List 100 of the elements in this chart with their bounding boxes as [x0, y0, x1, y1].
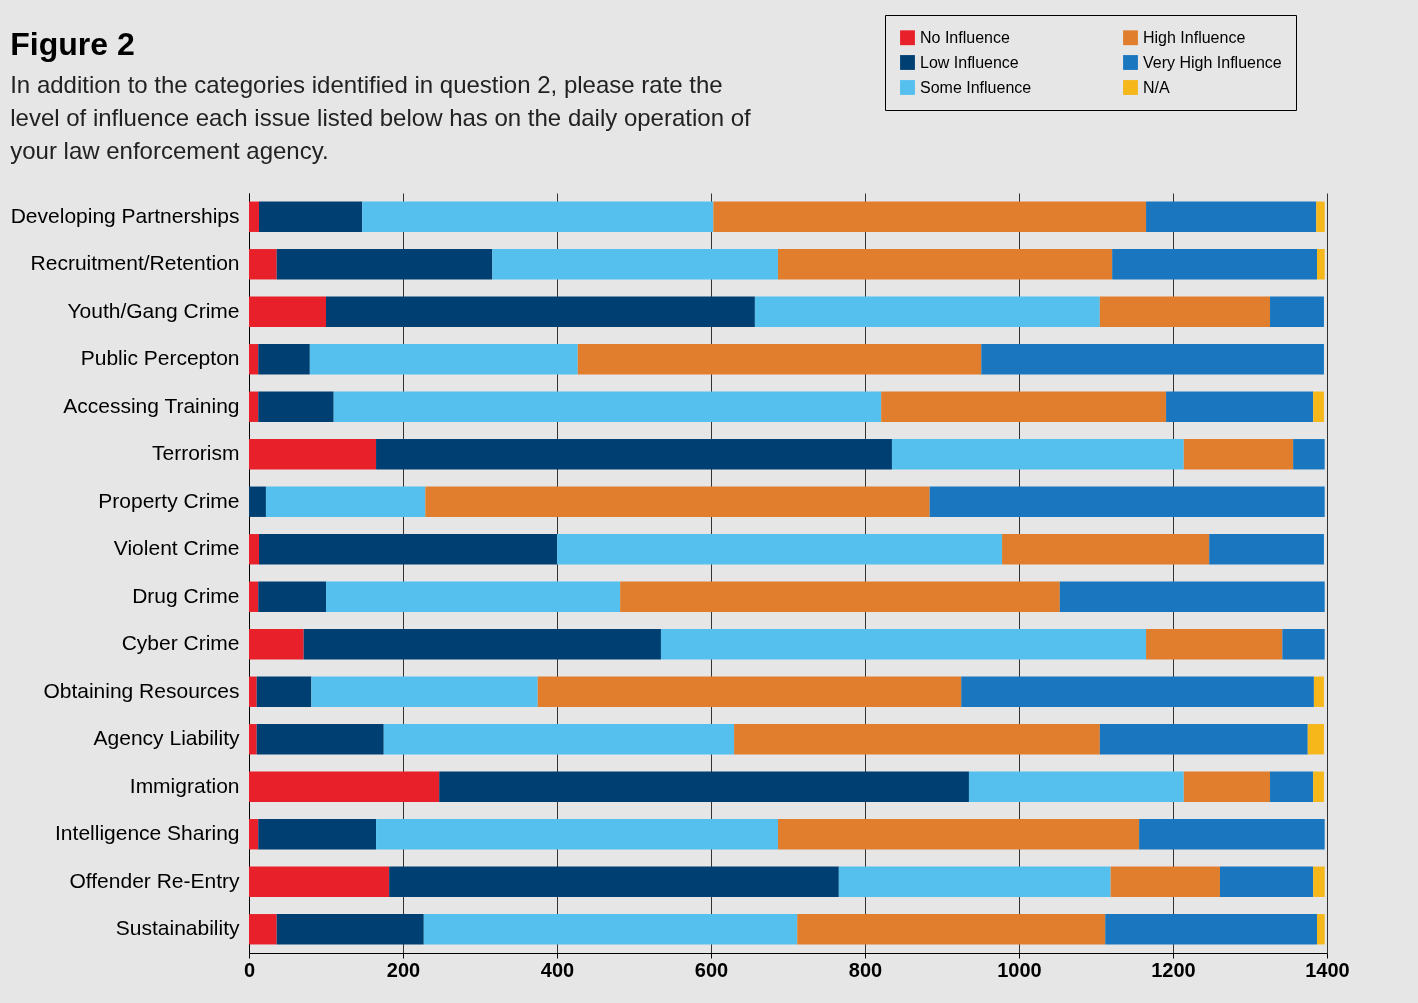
- bar: [1059, 581, 1325, 612]
- y-tick-label: Sustainability: [115, 916, 240, 940]
- x-tick-label: 0: [243, 958, 256, 981]
- bar: [734, 724, 1100, 755]
- bar: [1110, 866, 1220, 897]
- y-tick-label: Immigration: [129, 773, 240, 797]
- bar: [1146, 629, 1283, 660]
- bar: [259, 201, 363, 232]
- bar: [389, 866, 839, 897]
- bar: [362, 201, 714, 232]
- bar: [249, 819, 259, 850]
- y-tick-label: Recruitment/Retention: [30, 251, 240, 275]
- bar: [326, 296, 755, 327]
- bar: [754, 296, 1100, 327]
- bar: [249, 914, 277, 945]
- bar: [1293, 439, 1325, 470]
- bar: [249, 296, 326, 327]
- bar: [881, 391, 1167, 422]
- bar: [1105, 914, 1317, 945]
- y-tick-label: Property Crime: [98, 488, 240, 512]
- y-tick-label: Accessing Training: [63, 393, 240, 417]
- bar: [777, 249, 1113, 280]
- bar: [929, 486, 1325, 517]
- bar: [249, 201, 260, 232]
- bar: [537, 676, 962, 707]
- bar: [249, 344, 259, 375]
- bar: [1146, 201, 1317, 232]
- bar: [276, 249, 493, 280]
- bar: [276, 914, 424, 945]
- bar: [1316, 249, 1325, 280]
- y-tick-label: Public Percepton: [80, 346, 240, 370]
- bar: [1219, 866, 1314, 897]
- x-tick-label: 200: [386, 958, 421, 981]
- bar: [1183, 439, 1294, 470]
- bar: [249, 391, 259, 422]
- bar: [258, 344, 310, 375]
- bar: [577, 344, 982, 375]
- y-tick-label: Agency Liability: [93, 726, 240, 750]
- bar: [777, 819, 1140, 850]
- bar: [1183, 771, 1271, 802]
- y-tick-label: Drug Crime: [132, 583, 240, 607]
- legend-label: Some Influence: [920, 78, 1032, 96]
- legend-label: Low Influence: [920, 53, 1019, 71]
- bar: [249, 676, 257, 707]
- bar: [1099, 724, 1308, 755]
- bar: [249, 581, 259, 612]
- x-tick-label: 1000: [997, 958, 1042, 981]
- bar: [1139, 819, 1325, 850]
- bar: [249, 249, 277, 280]
- bar: [961, 676, 1314, 707]
- bar: [1270, 771, 1314, 802]
- legend-label: Very High Influence: [1143, 53, 1282, 71]
- legend-label: No Influence: [920, 28, 1010, 46]
- x-tick-label: 800: [848, 958, 883, 981]
- bar: [258, 391, 334, 422]
- bar: [333, 391, 882, 422]
- y-tick-label: Youth/Gang Crime: [67, 298, 240, 322]
- bar: [1313, 771, 1324, 802]
- bar: [258, 581, 326, 612]
- bar: [258, 819, 377, 850]
- bar: [425, 486, 930, 517]
- bar: [1307, 724, 1324, 755]
- y-tick-label: Terrorism: [152, 441, 240, 465]
- y-tick-label: Developing Partnerships: [10, 203, 240, 227]
- bar: [1316, 201, 1325, 232]
- bar: [249, 629, 304, 660]
- bar: [1112, 249, 1317, 280]
- bar: [557, 534, 1003, 565]
- chart-title: Figure 2: [10, 25, 135, 62]
- bar: [981, 344, 1324, 375]
- x-tick-label: 1400: [1305, 958, 1350, 981]
- bar: [376, 819, 778, 850]
- bar: [256, 724, 384, 755]
- bar: [1270, 296, 1324, 327]
- bar: [309, 344, 578, 375]
- bar: [1002, 534, 1210, 565]
- bar: [1313, 391, 1324, 422]
- bar: [376, 439, 892, 470]
- legend-label: N/A: [1143, 78, 1170, 96]
- bar: [1209, 534, 1324, 565]
- x-tick-label: 1200: [1151, 958, 1196, 981]
- bar: [249, 486, 266, 517]
- bar: [1282, 629, 1325, 660]
- bar: [968, 771, 1184, 802]
- y-tick-label: Intelligence Sharing: [55, 821, 240, 845]
- bar: [326, 581, 621, 612]
- bar: [311, 676, 538, 707]
- bar: [249, 866, 390, 897]
- bar: [1313, 866, 1325, 897]
- bar: [713, 201, 1147, 232]
- bar: [303, 629, 661, 660]
- bar: [492, 249, 778, 280]
- y-tick-label: Violent Crime: [113, 536, 240, 560]
- bar: [1099, 296, 1271, 327]
- bar: [439, 771, 969, 802]
- bar: [797, 914, 1106, 945]
- bar: [256, 676, 312, 707]
- y-tick-label: Obtaining Resources: [43, 678, 240, 702]
- y-tick-label: Offender Re-Entry: [69, 868, 240, 892]
- x-tick-label: 600: [694, 958, 729, 981]
